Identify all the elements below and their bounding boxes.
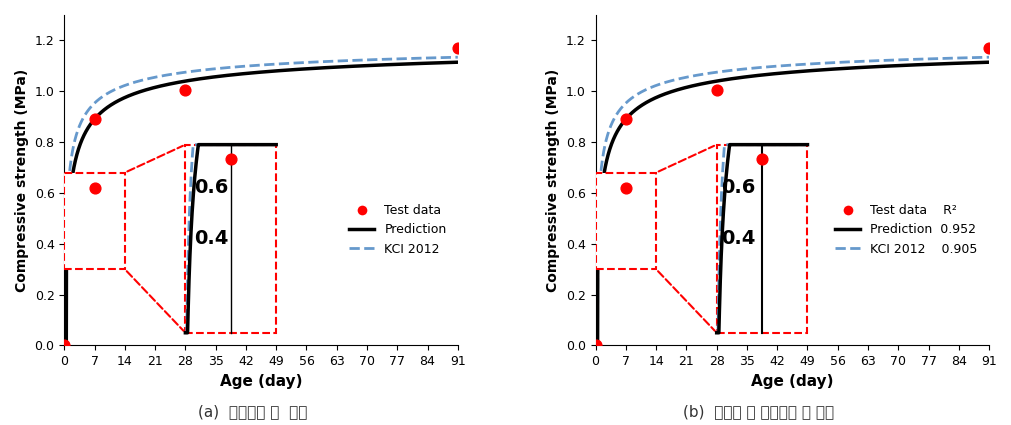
Text: (b)  제안식 및 설계기준 식 비교: (b) 제안식 및 설계기준 식 비교 xyxy=(682,405,834,419)
Legend: Test data    R², Prediction  0.952, KCI 2012    0.905: Test data R², Prediction 0.952, KCI 2012… xyxy=(830,199,982,261)
Point xyxy=(708,87,724,94)
Text: 0.4: 0.4 xyxy=(720,229,754,248)
Point xyxy=(222,156,239,163)
Legend: Test data, Prediction, KCI 2012: Test data, Prediction, KCI 2012 xyxy=(344,199,451,261)
Point xyxy=(86,116,102,123)
X-axis label: Age (day): Age (day) xyxy=(219,374,302,389)
Y-axis label: Compressive strength (MPa): Compressive strength (MPa) xyxy=(15,68,29,292)
Bar xyxy=(185,144,276,333)
Point xyxy=(617,184,633,191)
Y-axis label: Compressive strength (MPa): Compressive strength (MPa) xyxy=(546,68,560,292)
Bar xyxy=(595,173,655,269)
Point xyxy=(753,156,769,163)
Text: 0.6: 0.6 xyxy=(720,178,754,197)
Point xyxy=(449,45,465,51)
Point xyxy=(86,184,102,191)
Text: (a)  설계기준 식  활용: (a) 설계기준 식 활용 xyxy=(198,405,307,419)
Point xyxy=(980,45,996,51)
Text: 0.6: 0.6 xyxy=(194,178,228,197)
Point xyxy=(617,116,633,123)
X-axis label: Age (day): Age (day) xyxy=(750,374,833,389)
Point xyxy=(587,342,604,349)
Bar xyxy=(716,144,807,333)
Point xyxy=(57,342,73,349)
Point xyxy=(177,87,193,94)
Bar xyxy=(65,173,124,269)
Text: 0.4: 0.4 xyxy=(194,229,228,248)
